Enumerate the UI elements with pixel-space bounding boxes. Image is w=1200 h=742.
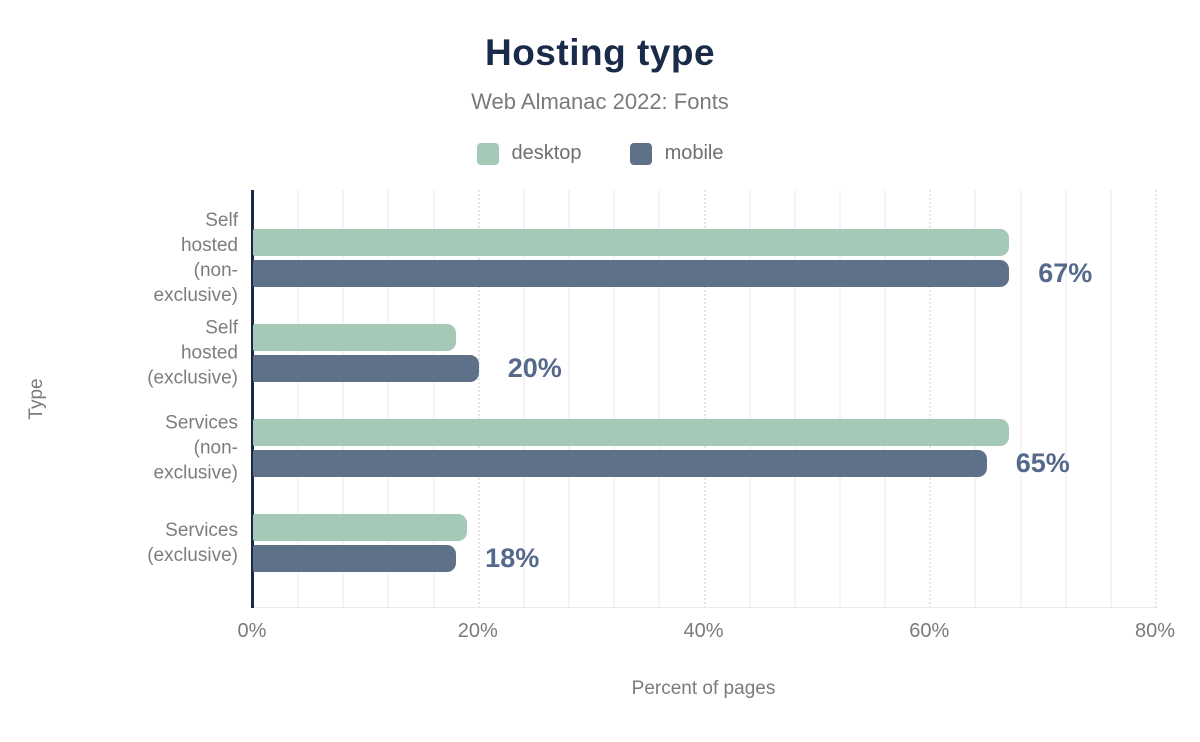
minor-gridline xyxy=(1019,190,1022,608)
legend: desktop mobile xyxy=(0,142,1200,165)
plot-area: Self hosted (non-exclusive) 67% Self hoste… xyxy=(147,190,1157,608)
minor-gridline xyxy=(1109,190,1112,608)
y-axis-title: Type xyxy=(26,378,47,420)
minor-gridline xyxy=(522,190,525,608)
chart-subtitle: Web Almanac 2022: Fonts xyxy=(471,89,729,114)
x-tick-label: 0% xyxy=(237,620,267,642)
minor-gridline xyxy=(884,190,887,608)
category-label: Self hosted (non-exclusive) xyxy=(153,210,239,306)
legend-label: mobile xyxy=(664,142,724,164)
bar-mobile xyxy=(253,355,479,382)
x-tick-label: 80% xyxy=(1134,620,1176,642)
legend-label: desktop xyxy=(511,142,582,164)
y-axis-line xyxy=(251,190,254,608)
minor-gridline xyxy=(838,190,841,608)
value-label: 67% xyxy=(1038,258,1093,288)
minor-gridline xyxy=(387,190,390,608)
category-label: Services (non-exclusive) xyxy=(153,412,239,484)
bar-desktop xyxy=(253,324,457,351)
chart-title: Hosting type xyxy=(484,32,716,73)
legend-item-mobile: mobile xyxy=(629,142,724,165)
value-label: 65% xyxy=(1015,448,1070,478)
major-gridline xyxy=(929,190,932,608)
bar-mobile xyxy=(253,260,1010,287)
minor-gridline xyxy=(748,190,751,608)
legend-item-desktop: desktop xyxy=(476,142,582,165)
x-tick-label: 60% xyxy=(909,620,950,642)
bar-desktop xyxy=(253,419,1010,446)
value-label: 18% xyxy=(485,543,540,573)
bar-mobile xyxy=(253,545,457,572)
minor-gridline xyxy=(568,190,571,608)
x-tick-label: 40% xyxy=(683,620,724,642)
bar-mobile xyxy=(253,450,987,477)
bar-desktop xyxy=(253,514,468,541)
minor-gridline xyxy=(793,190,796,608)
minor-gridline xyxy=(342,190,345,608)
x-axis-tick-labels: 0% 20% 40% 60% 80% xyxy=(238,620,1175,646)
desktop-color-swatch xyxy=(476,142,499,165)
minor-gridline xyxy=(432,190,435,608)
category-label: Self hosted (exclusive) xyxy=(147,317,238,389)
category-label: Services (exclusive) xyxy=(147,520,238,566)
major-gridline xyxy=(1155,190,1157,608)
minor-gridline xyxy=(658,190,661,608)
minor-gridline xyxy=(613,190,616,608)
value-label: 20% xyxy=(507,353,562,383)
major-gridline xyxy=(477,190,480,608)
minor-gridline xyxy=(974,190,977,608)
x-tick-label: 20% xyxy=(457,620,498,642)
bar-desktop xyxy=(253,229,1010,256)
x-axis-line xyxy=(252,607,1155,608)
minor-gridline xyxy=(1064,190,1067,608)
major-gridline xyxy=(703,190,706,608)
x-axis-title: Percent of pages xyxy=(631,678,776,699)
mobile-color-swatch xyxy=(629,142,652,165)
minor-gridline xyxy=(297,190,300,608)
